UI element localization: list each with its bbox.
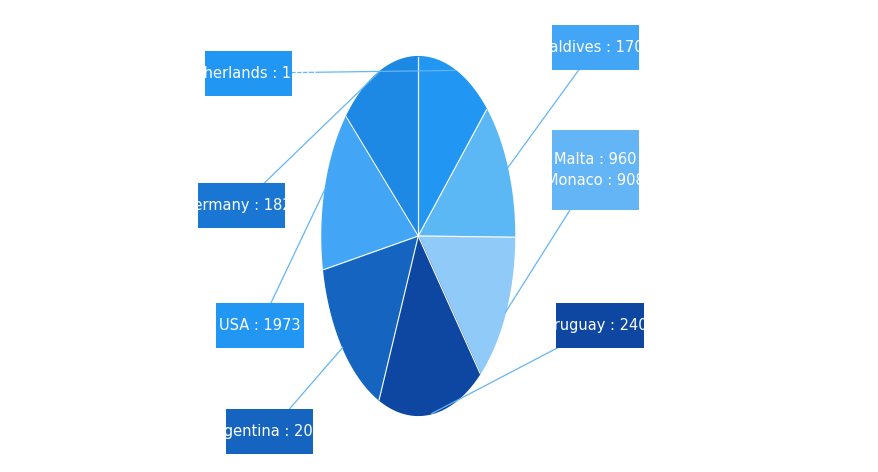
Polygon shape <box>323 236 418 400</box>
Polygon shape <box>321 117 418 270</box>
FancyBboxPatch shape <box>226 409 313 454</box>
Text: USA : 1973: USA : 1973 <box>220 318 300 333</box>
Text: Germany : 1820: Germany : 1820 <box>182 198 300 213</box>
Text: Argentina : 2077: Argentina : 2077 <box>207 424 331 439</box>
Text: Malta : 960
Monaco : 908: Malta : 960 Monaco : 908 <box>545 152 644 188</box>
Polygon shape <box>418 110 514 237</box>
Text: Maldives : 1700: Maldives : 1700 <box>536 40 652 55</box>
Polygon shape <box>346 57 418 236</box>
Polygon shape <box>418 236 514 373</box>
FancyBboxPatch shape <box>551 25 638 69</box>
Polygon shape <box>418 57 486 236</box>
Polygon shape <box>378 236 479 415</box>
FancyBboxPatch shape <box>205 51 291 95</box>
FancyBboxPatch shape <box>198 183 284 228</box>
FancyBboxPatch shape <box>551 130 638 210</box>
FancyBboxPatch shape <box>216 303 304 348</box>
Text: Uruguay : 2407: Uruguay : 2407 <box>543 318 656 333</box>
Text: Netherlands : 1701: Netherlands : 1701 <box>177 66 319 81</box>
FancyBboxPatch shape <box>556 303 643 348</box>
